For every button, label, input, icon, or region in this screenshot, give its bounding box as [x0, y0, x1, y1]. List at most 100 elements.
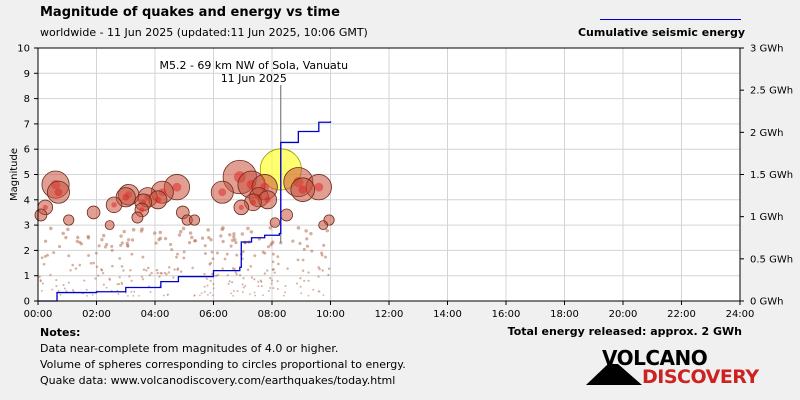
- small-quake-dot: [163, 294, 165, 297]
- small-quake-dot: [272, 287, 275, 290]
- small-quake-dot: [182, 250, 186, 254]
- small-quake-dot: [232, 294, 234, 297]
- quake-core: [314, 182, 324, 192]
- small-quake-dot: [158, 275, 161, 278]
- note-completeness: Data near-complete from magnitudes of 4.…: [40, 342, 339, 355]
- small-quake-dot: [118, 282, 121, 286]
- small-quake-dot: [269, 286, 272, 289]
- small-quake-dot: [119, 234, 123, 238]
- small-quake-dot: [270, 282, 273, 285]
- small-quake-dot: [87, 254, 91, 257]
- small-quake-dot: [118, 257, 122, 260]
- small-quake-dot: [49, 273, 52, 277]
- quake-circle: [269, 217, 281, 228]
- small-quake-dot: [127, 294, 129, 297]
- small-quake-dot: [117, 292, 120, 295]
- small-quake-dot: [203, 252, 207, 255]
- small-quake-dot: [101, 233, 106, 238]
- small-quake-dot: [235, 273, 238, 276]
- small-quake-dot: [241, 291, 244, 293]
- small-quake-dot: [83, 279, 86, 282]
- small-quake-dot: [206, 284, 209, 287]
- small-quake-dot: [277, 262, 280, 266]
- small-quake-dot: [158, 230, 163, 235]
- small-quake-dot: [228, 233, 232, 237]
- small-quake-dot: [145, 269, 148, 272]
- small-quake-dot: [309, 231, 313, 236]
- axes: 0 1 2 3 4 5 6 7 8 9 10 Magnitude 0 GWh 0.5 GWh 1 GWh 1.…: [9, 44, 793, 321]
- quake-core: [250, 199, 256, 206]
- small-quake-dot: [176, 267, 180, 270]
- small-quake-dot: [55, 285, 58, 288]
- small-quake-dot: [94, 277, 97, 280]
- small-quake-dot: [322, 294, 325, 297]
- x-tick-label: 06:00: [199, 309, 228, 320]
- small-quake-dot: [61, 231, 65, 236]
- small-quake-dot: [284, 291, 286, 294]
- small-quake-dot: [234, 271, 238, 274]
- small-quake-dot: [325, 228, 330, 233]
- small-quake-dot: [122, 269, 125, 272]
- quake-core: [264, 196, 271, 203]
- small-quake-dot: [130, 238, 135, 242]
- small-quake-dot: [86, 294, 88, 297]
- small-quake-dot: [271, 260, 275, 264]
- small-quake-dot: [221, 239, 225, 244]
- small-quake-dot: [229, 244, 233, 248]
- legend-line-swatch: [600, 19, 741, 20]
- chart-subtitle: worldwide - 11 Jun 2025 (updated:11 Jun …: [40, 26, 368, 39]
- small-quake-dot: [205, 277, 208, 280]
- x-tick-label: 16:00: [492, 309, 521, 320]
- small-quake-dot: [246, 268, 250, 272]
- x-tick-label: 24:00: [726, 309, 755, 320]
- small-quake-dot: [296, 258, 300, 262]
- small-quake-dot: [266, 245, 271, 249]
- small-quake-dot: [299, 285, 302, 288]
- small-quake-dot: [215, 251, 219, 255]
- quake-circle: [104, 220, 115, 231]
- small-quake-dot: [276, 255, 280, 259]
- x-tick-label: 22:00: [667, 309, 696, 320]
- small-quake-dot: [209, 261, 213, 265]
- small-quake-dot: [257, 280, 260, 283]
- small-quake-dot: [271, 240, 275, 244]
- small-quake-dot: [110, 244, 114, 248]
- small-quake-dot: [257, 285, 260, 288]
- small-quake-dot: [249, 265, 253, 268]
- quake-circle: [131, 211, 144, 224]
- small-quake-dot: [86, 234, 90, 239]
- small-quake-dot: [130, 279, 133, 282]
- legend-label: Cumulative seismic energy: [577, 26, 745, 39]
- y-tick-label: 8: [24, 94, 30, 105]
- small-quake-dot: [63, 287, 66, 290]
- small-quake-dot: [170, 248, 174, 252]
- small-quake-dot: [226, 274, 229, 277]
- quake-core: [139, 207, 145, 213]
- small-quake-dot: [212, 294, 214, 297]
- note-source: Quake data: www.volcanodiscovery.com/ear…: [40, 374, 396, 387]
- small-quake-dot: [133, 290, 136, 293]
- y-tick-label: 7: [24, 119, 30, 130]
- small-quake-dot: [327, 267, 331, 270]
- small-quake-dot: [200, 236, 205, 240]
- small-quake-dot: [223, 257, 227, 261]
- quake-core: [111, 202, 117, 208]
- small-quake-dot: [43, 255, 47, 258]
- small-quake-dot: [102, 283, 105, 286]
- small-quake-dot: [110, 248, 114, 252]
- small-quake-dot: [154, 241, 158, 245]
- small-quake-dot: [131, 227, 136, 232]
- small-quake-dot: [320, 253, 324, 257]
- small-quake-dot: [118, 276, 121, 279]
- y-tick-label: 0: [24, 297, 30, 308]
- small-quake-dot: [59, 293, 62, 296]
- small-quake-dot: [279, 241, 283, 245]
- small-quake-dot: [85, 288, 88, 291]
- small-quake-dot: [92, 261, 95, 265]
- y2-tick-label: 0.5 GWh: [750, 254, 793, 265]
- small-quake-dot: [168, 242, 173, 247]
- total-energy: Total energy released: approx. 2 GWh: [507, 325, 742, 338]
- y2-tick-label: 2 GWh: [750, 128, 784, 139]
- small-quake-dot: [232, 290, 235, 292]
